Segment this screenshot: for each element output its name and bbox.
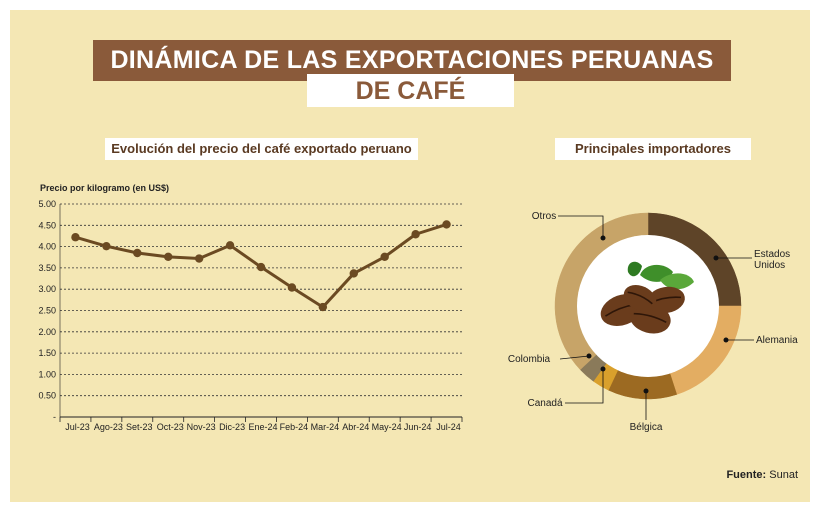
data-point [411,230,420,239]
data-point [318,302,328,312]
bean-crease [633,312,667,324]
line-chart-grid [60,203,462,397]
leader-line [565,369,604,404]
data-point [194,254,204,263]
x-tick-label: Dic-23 [219,422,245,432]
x-tick-label: Oct-23 [157,422,184,432]
x-tick-label: Ene-24 [248,422,277,432]
x-tick-label: Feb-24 [280,422,309,432]
donut-labels: Estados Unidos Alemania Bélgica Canadá Colomb… [508,211,798,433]
bean-crease [627,291,653,305]
y-tick-label: 2.00 [38,327,56,337]
y-tick-label: 3.00 [38,284,56,294]
line-chart-title: Evolución del precio del café exportado … [105,138,418,160]
slice-label: Alemania [756,335,798,346]
x-tick-label: Abr-24 [342,422,369,432]
slice-label: Estados Unidos [754,249,790,271]
y-tick-label: 5.00 [38,199,56,209]
data-point [380,252,389,262]
coffee-beans-icon [600,261,694,334]
slice-label: Bélgica [630,422,663,433]
y-tick-label: 0.50 [38,391,56,401]
y-tick-label: - [53,412,56,422]
x-tick-label: Set-23 [126,422,153,432]
donut-chart-title: Principales importadores [555,138,751,160]
main-title: DINÁMICA DE LAS EXPORTACIONES PERUANAS [93,40,731,81]
x-tick-label: Jul-23 [65,422,90,432]
data-point [133,248,142,258]
y-tick-label: 3.50 [38,263,56,273]
data-point [102,241,111,251]
data-point [256,262,266,272]
line-chart-series [71,220,451,312]
y-tick-label: 1.50 [38,348,56,358]
x-tick-label: Ago-23 [94,422,123,432]
x-tick-label: Nov-23 [187,422,216,432]
coffee-bean [623,284,657,312]
y-tick-label: 4.00 [38,242,56,252]
slice-label: Colombia [508,354,551,365]
coffee-bean [647,286,685,314]
x-tick-label: Mar-24 [311,422,340,432]
main-title-line2: DE CAFÉ [307,74,514,107]
source-note: Fuente: Sunat [726,469,798,481]
line-chart-axis: 5.00 4.50 4.00 3.50 3.00 2.50 2.00 1.50 1.00 0.50… [38,199,463,432]
data-point [349,269,358,278]
y-tick-label: 2.50 [38,306,56,316]
y-tick-label: 1.00 [38,369,56,379]
data-point [287,283,297,292]
data-point [442,220,451,229]
slice-label: Otros [532,211,556,222]
y-tick-label: 4.50 [38,220,56,230]
leaf-shape [660,273,694,290]
data-point [71,233,80,242]
source-label: Fuente: [726,469,767,481]
leader-line [558,215,604,238]
y-axis-label: Precio por kilogramo (en US$) [40,183,169,193]
source-value: Sunat [769,469,798,481]
x-tick-label: Jul-24 [436,422,461,432]
x-tick-label: May-24 [372,422,402,432]
x-tick-label: Jun-24 [404,422,432,432]
leaf-shape [627,261,642,277]
leader-line [559,355,590,360]
data-point [225,241,235,250]
data-point [164,252,173,262]
slice-label: Canadá [527,398,562,409]
